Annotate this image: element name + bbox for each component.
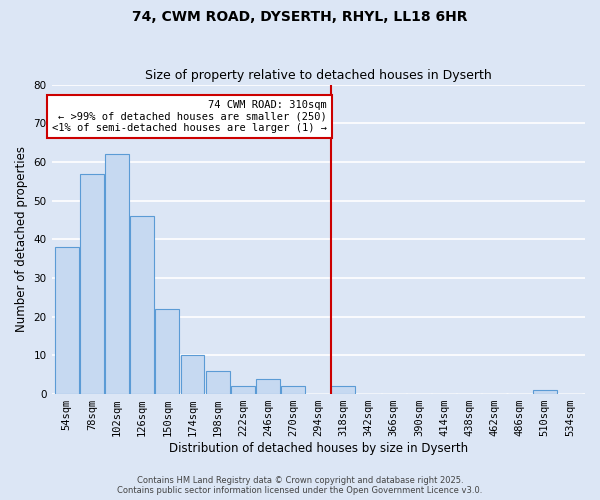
Bar — [105, 154, 129, 394]
Bar — [155, 309, 179, 394]
Text: 74 CWM ROAD: 310sqm
← >99% of detached houses are smaller (250)
<1% of semi-deta: 74 CWM ROAD: 310sqm ← >99% of detached h… — [52, 100, 327, 133]
Bar — [181, 356, 205, 394]
Text: 74, CWM ROAD, DYSERTH, RHYL, LL18 6HR: 74, CWM ROAD, DYSERTH, RHYL, LL18 6HR — [132, 10, 468, 24]
Title: Size of property relative to detached houses in Dyserth: Size of property relative to detached ho… — [145, 69, 491, 82]
Bar — [256, 378, 280, 394]
Y-axis label: Number of detached properties: Number of detached properties — [15, 146, 28, 332]
X-axis label: Distribution of detached houses by size in Dyserth: Distribution of detached houses by size … — [169, 442, 468, 455]
Bar — [130, 216, 154, 394]
Bar — [231, 386, 255, 394]
Bar — [55, 247, 79, 394]
Bar — [281, 386, 305, 394]
Text: Contains HM Land Registry data © Crown copyright and database right 2025.
Contai: Contains HM Land Registry data © Crown c… — [118, 476, 482, 495]
Bar — [533, 390, 557, 394]
Bar — [80, 174, 104, 394]
Bar — [331, 386, 355, 394]
Bar — [206, 371, 230, 394]
